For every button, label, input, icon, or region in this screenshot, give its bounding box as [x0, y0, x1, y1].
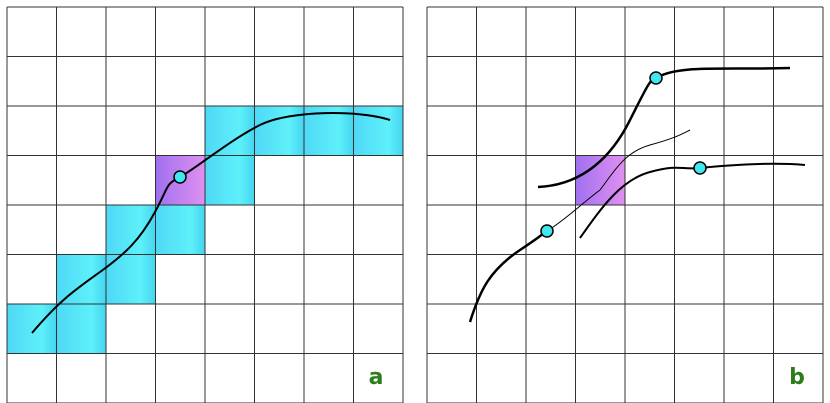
- cell: [56, 254, 106, 304]
- curve: [537, 66, 791, 189]
- highlight-cells: [7, 106, 625, 354]
- curve: [546, 189, 601, 232]
- curve: [579, 162, 806, 239]
- cell: [106, 254, 156, 304]
- cell: [7, 304, 57, 354]
- cell: [205, 155, 255, 205]
- marker: [649, 71, 663, 85]
- markers: [173, 71, 707, 238]
- cell: [575, 155, 625, 205]
- cell: [254, 106, 304, 156]
- cell: [205, 106, 255, 156]
- curve: [31, 112, 391, 334]
- marker: [173, 170, 187, 184]
- grids: [6, 6, 824, 403]
- curve: [468, 229, 548, 323]
- curve: [599, 129, 691, 191]
- panel-label: b: [789, 365, 805, 390]
- marker: [693, 161, 707, 175]
- marker: [540, 224, 554, 238]
- cell: [56, 304, 106, 354]
- panel-label: a: [369, 365, 384, 390]
- cell: [155, 205, 205, 255]
